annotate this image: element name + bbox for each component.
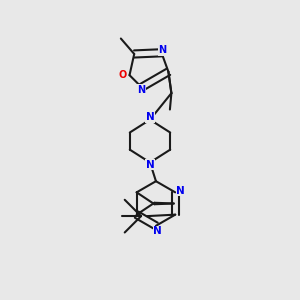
Text: N: N (158, 45, 166, 56)
Text: N: N (137, 85, 145, 94)
Text: N: N (176, 186, 185, 196)
Text: N: N (146, 112, 154, 122)
Text: N: N (153, 226, 162, 236)
Text: N: N (146, 160, 154, 170)
Text: O: O (119, 70, 127, 80)
